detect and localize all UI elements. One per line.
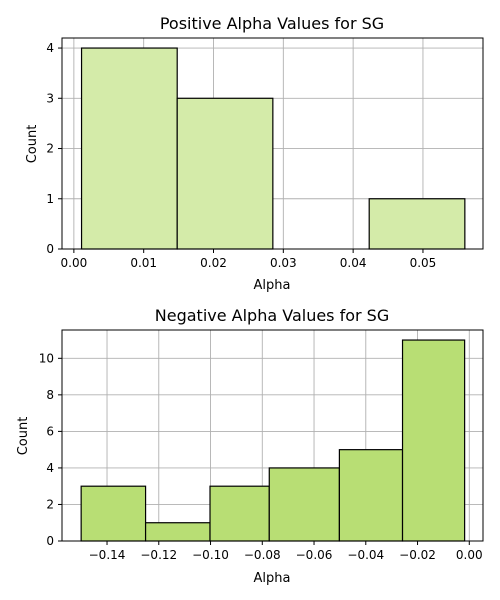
x-ticks: −0.14 −0.12 −0.10 −0.08 −0.06 −0.04 −0.02 0.00 (89, 541, 483, 562)
y-tick-label: 10 (39, 351, 54, 365)
bars (80, 339, 466, 542)
y-ticks: 0 1 2 3 4 (46, 41, 62, 256)
histogram-bar (338, 449, 404, 542)
x-ticks: 0.00 0.01 0.02 0.03 0.04 0.05 (61, 249, 437, 270)
histogram-bar (401, 339, 466, 542)
x-tick-label: −0.14 (89, 548, 126, 562)
chart-title: Negative Alpha Values for SG (155, 306, 389, 325)
histogram-bar (176, 97, 274, 250)
x-axis-label: Alpha (254, 571, 291, 586)
x-tick-label: −0.10 (192, 548, 229, 562)
y-tick-label: 0 (46, 534, 54, 548)
x-tick-label: −0.08 (244, 548, 281, 562)
y-tick-label: 1 (46, 192, 54, 206)
negative-alpha-histogram: Negative Alpha Values for SG −0.14 −0.12−… (16, 306, 484, 586)
histogram-bar (80, 485, 147, 542)
y-tick-label: 4 (46, 41, 54, 55)
y-tick-label: 0 (46, 242, 54, 256)
x-tick-label: −0.02 (399, 548, 436, 562)
x-tick-label: 0.00 (61, 256, 88, 270)
y-axis-label: Count (25, 125, 40, 164)
plot-frame (61, 329, 484, 542)
positive-alpha-histogram: Positive Alpha Values for SG 0.00 0.01 0.0… (25, 14, 484, 293)
x-tick-label: 0.00 (456, 548, 483, 562)
x-tick-label: −0.04 (347, 548, 384, 562)
histogram-bar (80, 47, 178, 250)
y-axis-label: Count (16, 417, 31, 456)
x-tick-label: 0.05 (410, 256, 437, 270)
x-tick-label: 0.01 (130, 256, 157, 270)
histogram-bar (268, 467, 340, 542)
y-tick-label: 2 (46, 497, 54, 511)
bars (80, 47, 466, 250)
y-ticks: 0 2 4 6 8 10 (39, 351, 62, 548)
histogram-bar (209, 485, 270, 542)
y-tick-label: 4 (46, 461, 54, 475)
y-tick-label: 8 (46, 388, 54, 402)
histogram-bar (368, 198, 466, 250)
x-tick-label: 0.02 (200, 256, 227, 270)
y-tick-label: 2 (46, 142, 54, 156)
x-tick-label: −0.12 (140, 548, 177, 562)
x-axis-label: Alpha (254, 278, 291, 293)
histogram-bar (144, 522, 211, 542)
x-tick-label: 0.03 (270, 256, 297, 270)
y-tick-label: 6 (46, 424, 54, 438)
x-tick-label: −0.06 (296, 548, 333, 562)
chart-title: Positive Alpha Values for SG (160, 14, 384, 33)
y-tick-label: 3 (46, 91, 54, 105)
plot-frame (61, 37, 484, 250)
x-tick-label: 0.04 (340, 256, 367, 270)
